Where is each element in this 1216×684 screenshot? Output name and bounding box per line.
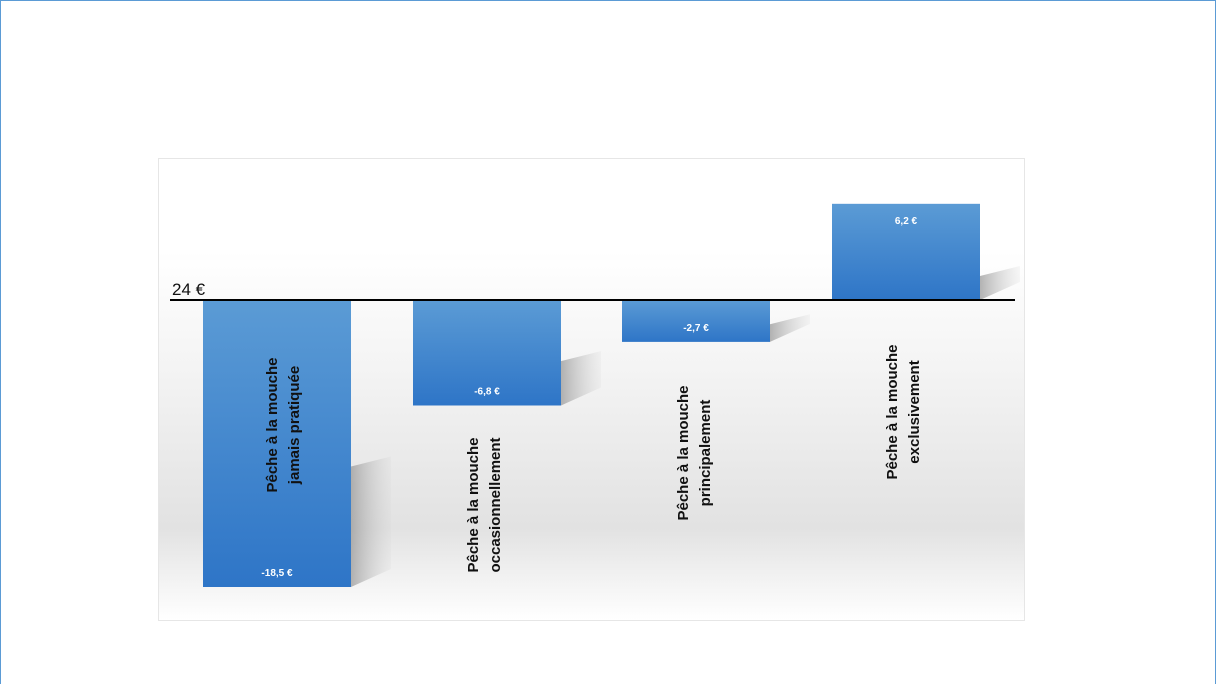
category-label-line: jamais pratiquée xyxy=(286,366,303,485)
category-label-line: occasionnellement xyxy=(487,437,504,572)
bar-2 xyxy=(413,300,561,406)
bar-1 xyxy=(203,300,351,587)
bar-shadow xyxy=(980,265,1020,300)
category-label-line: exclusivement xyxy=(906,360,923,463)
category-label-line: Pêche à la mouche xyxy=(465,437,482,572)
bar-value-label: -18,5 € xyxy=(261,568,293,579)
category-label-line: Pêche à la mouche xyxy=(264,357,281,492)
bar-shadow xyxy=(561,351,601,406)
bar-shadow xyxy=(770,314,810,342)
bar-value-label: -6,8 € xyxy=(474,386,500,397)
category-label-line: Pêche à la mouche xyxy=(675,385,692,520)
bar-value-label: 6,2 € xyxy=(895,216,918,227)
category-label: Pêche à la mouche principalement xyxy=(675,385,714,520)
category-label-line: principalement xyxy=(697,400,714,507)
category-label: Pêche à la mouche exclusivement xyxy=(884,344,923,479)
bar-shadow xyxy=(351,456,391,587)
category-label: Pêche à la mouche occasionnellement xyxy=(465,437,504,572)
bar-4 xyxy=(832,203,980,300)
category-label-line: Pêche à la mouche xyxy=(884,344,901,479)
category-label: Pêche à la mouche jamais pratiquée xyxy=(264,357,303,492)
baseline-label: 24 € xyxy=(172,280,206,299)
bar-value-label: -2,7 € xyxy=(683,323,709,334)
bar-3 xyxy=(622,300,770,342)
